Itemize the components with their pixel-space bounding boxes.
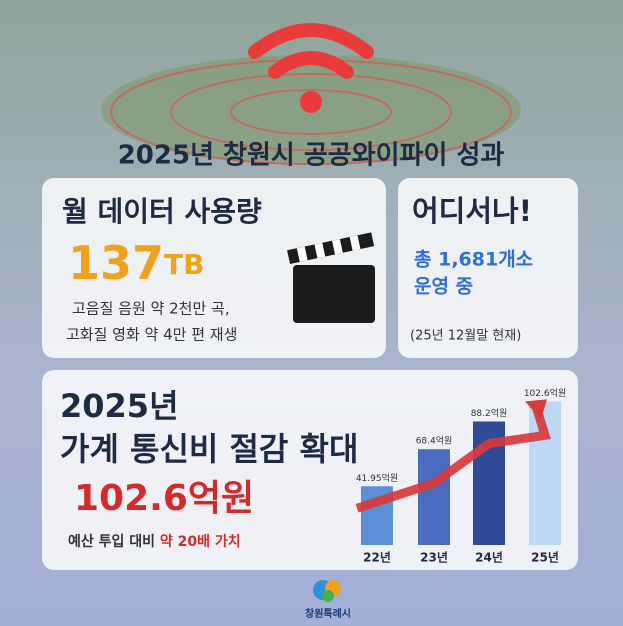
card-heading: 어디서나! (412, 194, 532, 228)
bar-value-label: 88.2억원 (471, 407, 508, 419)
card-heading: 2025년 (60, 387, 179, 425)
bar-value-label: 102.6억원 (524, 387, 566, 399)
trend-arrow (355, 408, 551, 513)
savings-amount: 102.6억원 (74, 478, 254, 519)
clapperboard-icon (287, 232, 375, 323)
wifi-dot (300, 91, 322, 113)
wifi-icon (248, 23, 374, 79)
x-tick-label: 25년 (531, 551, 559, 565)
savings-note: 예산 투입 대비 약 20배 가치 (68, 533, 241, 550)
bar (418, 449, 450, 545)
card-line: 총 1,681개소 (414, 249, 533, 271)
x-tick-label: 22년 (363, 551, 391, 565)
x-tick-label: 23년 (420, 551, 448, 565)
usage-unit: TB (164, 248, 204, 281)
logo-mark (313, 580, 341, 602)
logo-text: 창원특례시 (305, 607, 351, 620)
card-line: 운영 중 (414, 276, 473, 298)
card-heading: 가계 통신비 절감 확대 (60, 430, 358, 468)
location-card (398, 178, 578, 358)
card-heading: 월 데이터 사용량 (62, 195, 262, 228)
card-line: 고음질 음원 약 2천만 곡, (72, 300, 230, 318)
card-note: (25년 12월말 현재) (410, 329, 521, 344)
note-highlight: 약 20배 가치 (160, 533, 241, 550)
card-line: 고화질 영화 약 4만 편 재생 (66, 326, 237, 344)
trend-arrow-head (525, 399, 547, 420)
bar-value-label: 41.95억원 (356, 472, 398, 484)
bar-value-label: 68.4억원 (416, 435, 453, 447)
usage-number: 137 (68, 236, 164, 290)
usage-value: 137TB (68, 236, 204, 290)
title: 2025년 창원시 공공와이파이 성과 (118, 141, 505, 171)
bar-chart: 41.95억원 22년 68.4억원 23년 88.2억원 24년 102.6억원 25년 (355, 387, 566, 565)
x-tick-label: 24년 (475, 551, 503, 565)
note-text: 예산 투입 대비 (68, 533, 160, 550)
